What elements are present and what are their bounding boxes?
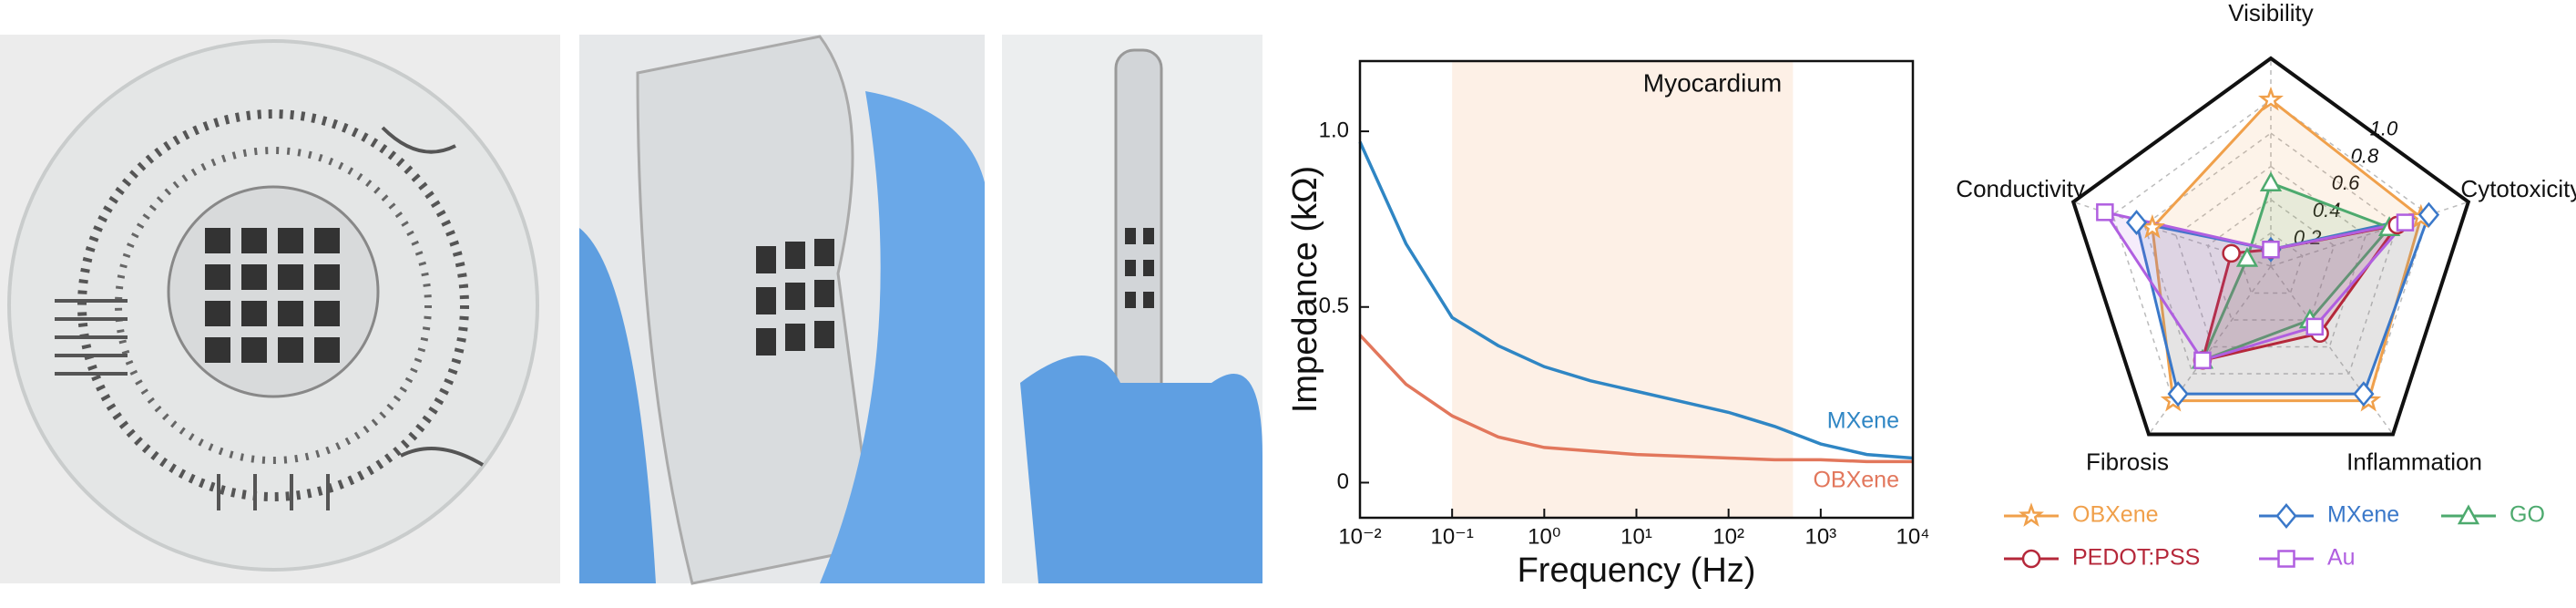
x-axis-title: Frequency (Hz) <box>1518 551 1756 590</box>
marker <box>2021 549 2041 569</box>
grid-ring <box>2143 132 2398 375</box>
x-tick-label: 10³ <box>1804 524 1836 549</box>
legend-label: OBXene <box>2072 502 2159 528</box>
annotation: Myocardium <box>1643 68 1782 97</box>
legend-label: Au <box>2327 545 2356 571</box>
series-label: MXene <box>1827 408 1899 434</box>
y-axis-title: Impedance (kΩ) <box>1286 166 1324 413</box>
marker <box>2277 550 2295 568</box>
marker <box>2259 171 2283 192</box>
marker <box>2258 86 2284 111</box>
series-label: OBXene <box>1813 468 1899 493</box>
photo-rolled-device <box>1002 35 1262 583</box>
axis-label: Inflammation <box>2346 448 2482 476</box>
x-tick-label: 10¹ <box>1620 524 1652 549</box>
axis-label: Conductivity <box>1956 175 2085 202</box>
grid-ring <box>2111 98 2430 402</box>
axis-label: Visibility <box>2228 0 2313 26</box>
marker <box>2353 381 2375 407</box>
legend-label: PEDOT:PSS <box>2072 545 2200 571</box>
marker <box>2305 317 2324 336</box>
x-tick-label: 10⁰ <box>1528 524 1560 549</box>
x-tick-label: 10⁻² <box>1338 524 1381 549</box>
marker <box>2262 241 2280 259</box>
marker <box>2418 201 2440 228</box>
data-line <box>1358 140 1914 460</box>
spoke <box>2072 201 2272 267</box>
data-line <box>1358 334 1913 464</box>
x-tick-label: 10⁻¹ <box>1430 524 1473 549</box>
r-tick-label: 0.8 <box>2351 144 2379 167</box>
marker <box>2167 381 2189 407</box>
axis-label: Fibrosis <box>2086 448 2169 476</box>
y-tick-label: 0 <box>1337 469 1349 494</box>
x-tick-label: 10⁴ <box>1896 524 1929 549</box>
photo-electrode-array <box>0 35 560 583</box>
y-tick-label: 0.5 <box>1319 294 1349 318</box>
marker <box>2275 503 2297 529</box>
spoke <box>2270 201 2469 267</box>
photo-bent-device <box>579 35 985 585</box>
radar-area <box>2151 98 2423 403</box>
marker <box>2193 351 2212 370</box>
x-tick-label: 10² <box>1712 524 1744 549</box>
shaded-region <box>1452 61 1794 518</box>
marker <box>2235 246 2259 267</box>
marker <box>2457 504 2480 525</box>
radar-frame <box>2070 56 2471 437</box>
marker <box>2019 502 2044 527</box>
r-tick-label: 0.6 <box>2332 171 2360 194</box>
marker <box>2396 213 2415 232</box>
y-tick-label: 1.0 <box>1319 118 1349 142</box>
marker <box>2125 210 2148 236</box>
grid-ring <box>2175 165 2366 348</box>
axis-label: Cytotoxicity <box>2460 175 2576 202</box>
legend-label: GO <box>2510 502 2545 528</box>
marker <box>2222 243 2241 263</box>
marker <box>2096 203 2114 222</box>
r-tick-label: 1.0 <box>2370 117 2398 139</box>
legend-label: MXene <box>2327 502 2399 528</box>
